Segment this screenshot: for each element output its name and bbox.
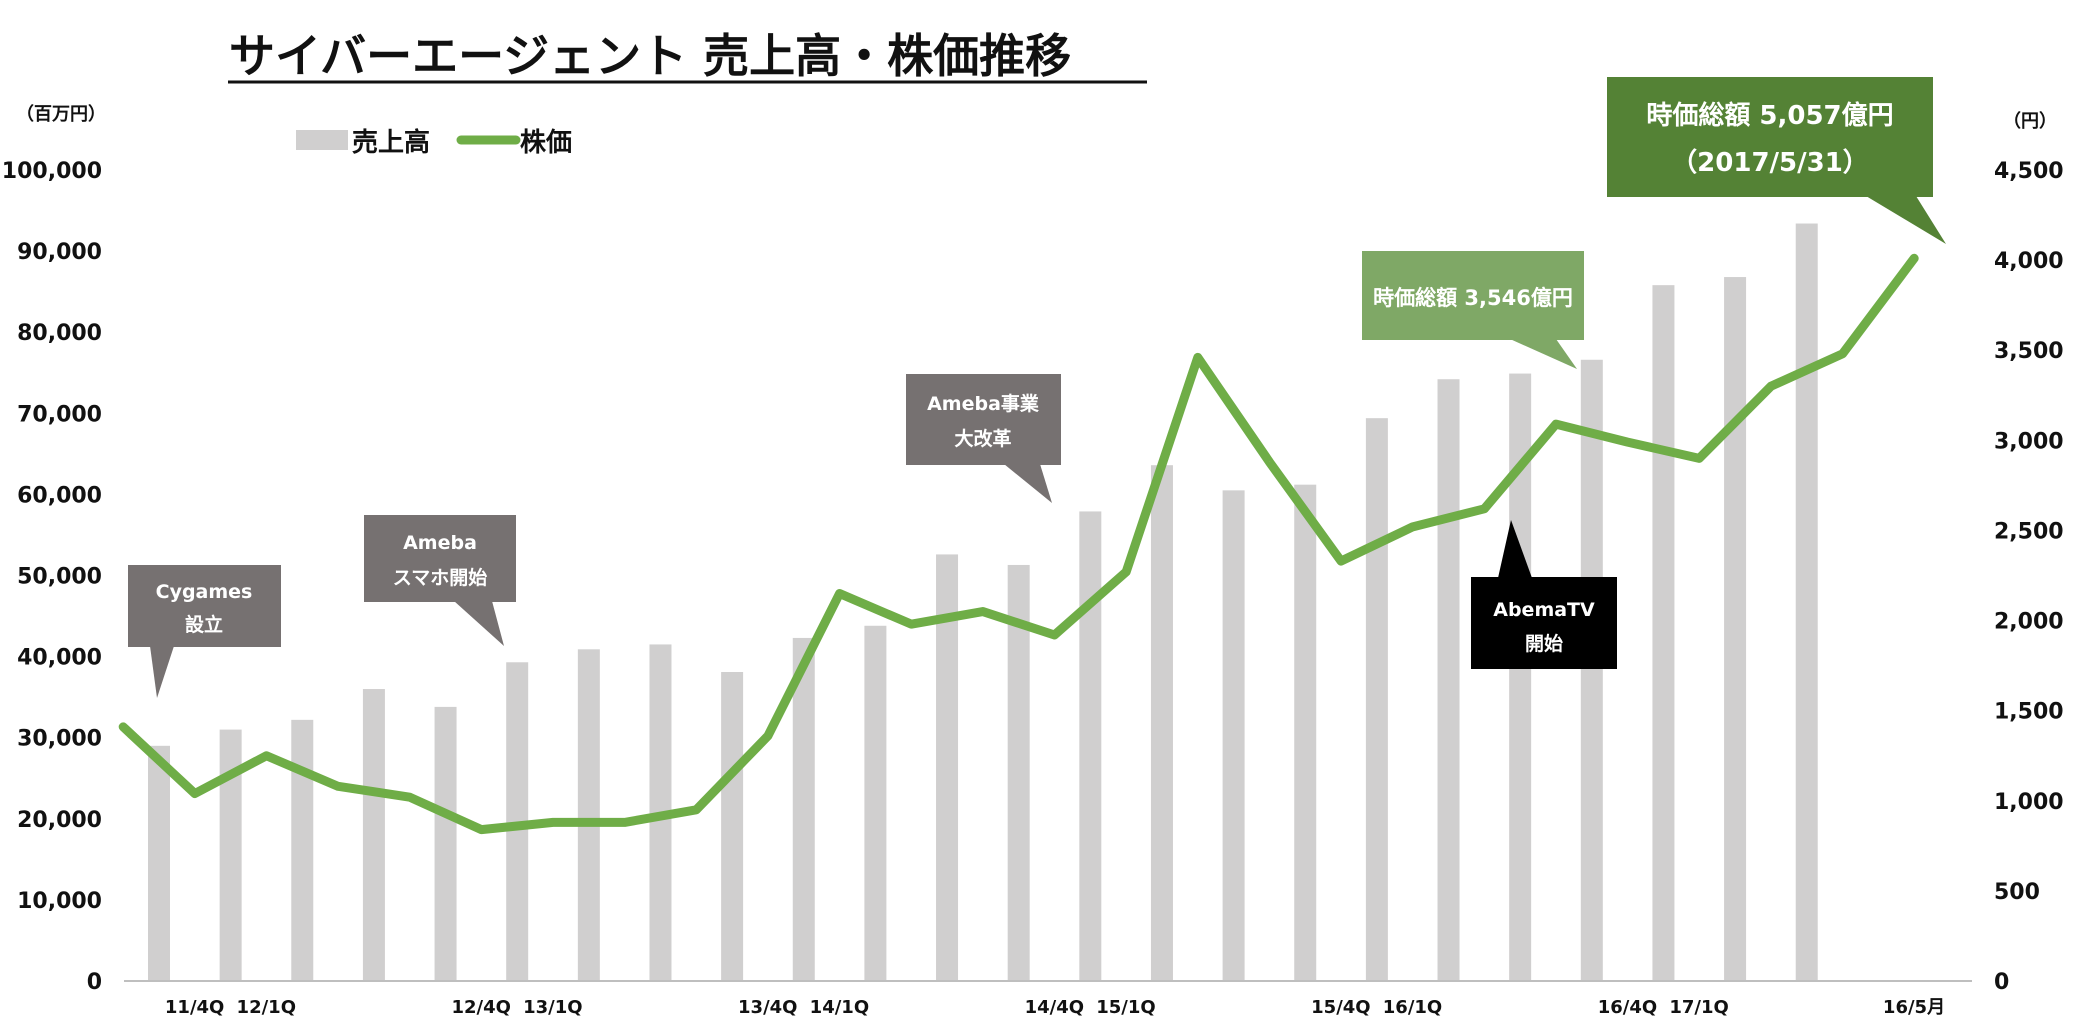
y-right-tick-label: 4,000 [1994, 249, 2064, 274]
callout-mcap-2017-tail [1866, 196, 1946, 244]
callout-cygames: Cygames 設立 [128, 565, 281, 698]
y-left-tick-label: 40,000 [17, 646, 102, 671]
callout-abematv-tail [1498, 520, 1532, 578]
callout-ameba-reform-line1: Ameba事業 [927, 392, 1040, 415]
revenue-bar [936, 554, 959, 981]
callout-mcap-2016-box [1362, 251, 1584, 340]
revenue-bar [1509, 373, 1532, 981]
y-right-tick-label: 2,500 [1994, 519, 2064, 544]
x-tick-label: 16/5月 [1883, 997, 1945, 1018]
callout-mcap-2016-tail [1510, 339, 1577, 369]
legend: 売上高 株価 [296, 127, 572, 158]
y-left-tick-label: 60,000 [17, 483, 102, 508]
x-tick-labels: 11/4Q 12/1Q 12/4Q 13/1Q 13/4Q 14/1Q 14/4Q 15/1Q… [165, 997, 1945, 1018]
x-tick-label: 13/4Q [738, 997, 797, 1018]
y-left-tick-label: 10,000 [17, 889, 102, 914]
callout-abematv-line2: 開始 [1525, 632, 1563, 655]
x-tick-label: 15/1Q [1096, 997, 1155, 1018]
y-right-ticks: 0 500 1,000 1,500 2,000 2,500 3,000 3,500 4,000 4… [1994, 159, 2064, 995]
y-right-tick-label: 500 [1994, 880, 2040, 905]
revenue-bar [1437, 379, 1460, 981]
callout-abematv: AbemaTV 開始 [1471, 520, 1617, 669]
y-right-unit: （円） [2003, 111, 2057, 132]
legend-bar-label: 売上高 [352, 127, 430, 158]
callout-mcap-2017-box [1607, 77, 1933, 197]
callout-ameba-reform-line2: 大改革 [954, 427, 1011, 450]
callout-ameba-smartphone-line2: スマホ開始 [393, 566, 487, 589]
revenue-bar [1724, 277, 1747, 981]
legend-line-label: 株価 [520, 128, 572, 158]
x-tick-label: 17/1Q [1669, 997, 1728, 1018]
revenue-bar [362, 689, 385, 981]
callout-ameba-smartphone-line1: Ameba [403, 532, 477, 554]
revenue-bar [291, 719, 314, 981]
y-left-tick-label: 50,000 [17, 565, 102, 590]
stock-price-line [118, 253, 1919, 835]
callout-mcap-2016: 時価総額 3,546億円 [1362, 251, 1584, 369]
price-line-group [118, 253, 1919, 835]
revenue-bar [148, 745, 170, 981]
y-left-tick-label: 0 [87, 970, 102, 995]
x-tick-label: 11/4Q [165, 997, 224, 1018]
revenue-bar [219, 729, 242, 981]
revenue-bar [1007, 564, 1030, 981]
y-left-tick-label: 90,000 [17, 240, 102, 265]
callout-ameba-reform-box [906, 374, 1061, 465]
revenue-bar [1079, 511, 1102, 981]
revenue-bar [577, 649, 600, 981]
revenue-bar [1795, 223, 1818, 981]
revenue-bar [792, 637, 815, 981]
revenue-bar [1652, 285, 1675, 981]
callout-abematv-line1: AbemaTV [1493, 599, 1595, 621]
y-left-unit: （百万円） [16, 104, 106, 125]
callout-abematv-box [1471, 577, 1617, 669]
y-right-tick-label: 3,000 [1994, 429, 2064, 454]
x-tick-label: 13/1Q [523, 997, 582, 1018]
chart-title: サイバーエージェント 売上高・株価推移 [229, 29, 1071, 83]
y-right-tick-label: 1,000 [1994, 790, 2064, 815]
callout-mcap-2017: 時価総額 5,057億円 （2017/5/31） [1607, 77, 1946, 244]
x-tick-label: 12/1Q [237, 997, 296, 1018]
y-right-tick-label: 1,500 [1994, 700, 2064, 725]
y-left-tick-label: 100,000 [2, 159, 102, 184]
callout-cygames-box [128, 565, 281, 647]
bars [148, 223, 1818, 982]
revenue-bar [721, 672, 744, 981]
y-left-tick-label: 30,000 [17, 727, 102, 752]
revenue-bar [1222, 490, 1245, 981]
x-tick-label: 15/4Q [1311, 997, 1370, 1018]
legend-bar-swatch [296, 130, 348, 150]
revenue-bar [1150, 465, 1173, 982]
revenue-bar [1580, 359, 1603, 981]
y-right-tick-label: 2,000 [1994, 610, 2064, 635]
callout-ameba-smartphone: Ameba スマホ開始 [364, 515, 516, 646]
y-right-tick-label: 0 [1994, 970, 2009, 995]
callout-cygames-line2: 設立 [185, 613, 223, 636]
x-tick-label: 16/1Q [1383, 997, 1442, 1018]
revenue-bar [434, 706, 457, 981]
x-tick-label: 16/4Q [1598, 997, 1657, 1018]
callout-mcap-2017-line1: 時価総額 5,057億円 [1646, 100, 1893, 131]
callout-mcap-2017-line2: （2017/5/31） [1671, 148, 1869, 178]
y-right-tick-label: 4,500 [1994, 159, 2064, 184]
callout-ameba-smartphone-tail [454, 601, 504, 646]
callout-ameba-reform: Ameba事業 大改革 [906, 374, 1061, 503]
callout-cygames-tail [150, 646, 174, 698]
x-tick-label: 12/4Q [451, 997, 510, 1018]
x-tick-label: 14/1Q [810, 997, 869, 1018]
y-left-ticks: 0 10,000 20,000 30,000 40,000 50,000 60,000 70,… [2, 159, 102, 995]
revenue-bar [1294, 484, 1317, 981]
revenue-bar [864, 625, 887, 981]
callout-ameba-reform-tail [1004, 464, 1052, 503]
y-left-tick-label: 80,000 [17, 321, 102, 346]
revenue-bar [1365, 418, 1388, 981]
callout-ameba-smartphone-box [364, 515, 516, 602]
x-tick-label: 14/4Q [1025, 997, 1084, 1018]
y-left-tick-label: 70,000 [17, 402, 102, 427]
callout-cygames-line1: Cygames [156, 581, 253, 603]
callout-mcap-2016-line1: 時価総額 3,546億円 [1373, 286, 1573, 310]
y-left-tick-label: 20,000 [17, 808, 102, 833]
y-right-tick-label: 3,500 [1994, 339, 2064, 364]
